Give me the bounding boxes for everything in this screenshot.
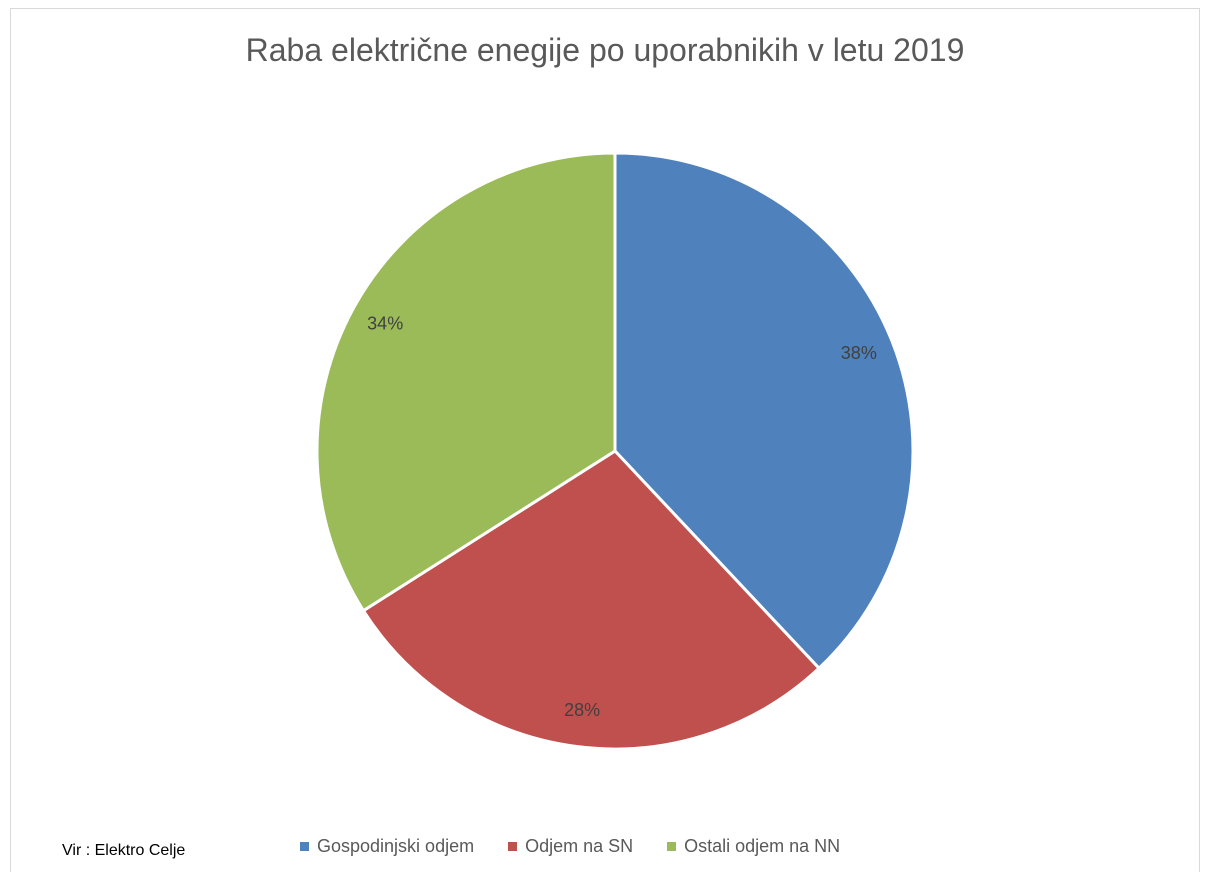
- data-label: 34%: [367, 313, 403, 333]
- legend-label: Ostali odjem na NN: [684, 836, 841, 856]
- chart-frame: [10, 8, 1200, 872]
- legend-item-sn: Odjem na SN: [508, 836, 633, 857]
- data-label: 28%: [564, 700, 600, 720]
- legend-item-gospodinjski: Gospodinjski odjem: [300, 836, 474, 857]
- legend-swatch: [508, 842, 518, 851]
- chart-title: Raba električne enegije po uporabnikih v…: [245, 32, 965, 68]
- legend-item-nn: Ostali odjem na NN: [667, 836, 840, 857]
- pie-slice-1: [613, 151, 915, 671]
- legend-label: Gospodinjski odjem: [317, 836, 475, 856]
- legend-label: Odjem na SN: [525, 836, 634, 856]
- source-note: Vir : Elektro Celje: [62, 842, 186, 859]
- pie-slice-2: [361, 449, 822, 751]
- pie-slice-3: [315, 151, 617, 613]
- legend-swatch: [667, 842, 677, 851]
- legend: Gospodinjski odjem Odjem na SN Ostali od…: [300, 836, 840, 857]
- legend-swatch: [300, 842, 309, 851]
- data-label: 38%: [841, 343, 877, 363]
